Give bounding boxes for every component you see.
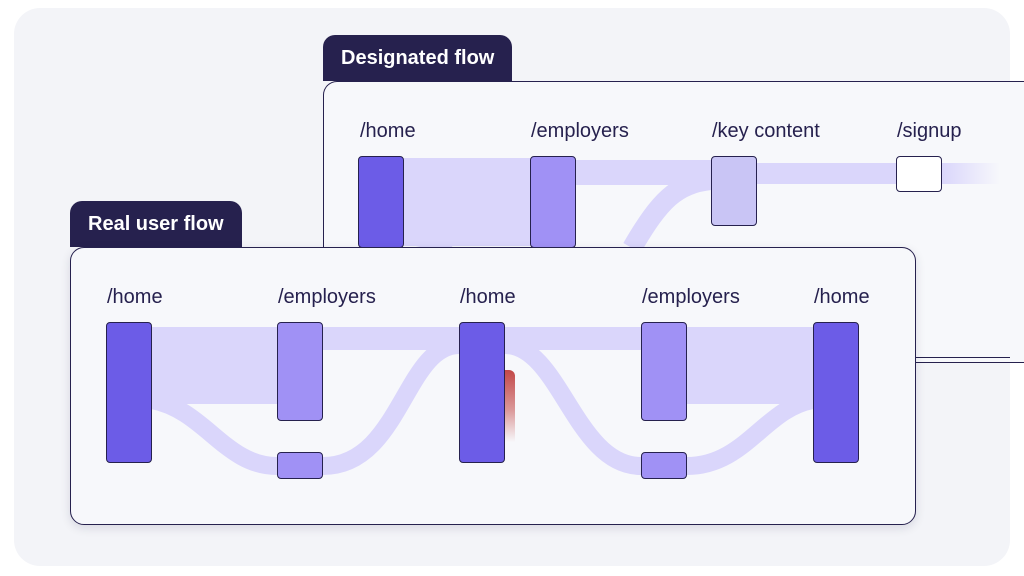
real-node-employers-small — [277, 452, 323, 479]
real-link-home-employers — [152, 327, 277, 404]
designated-link-home-employers — [404, 158, 530, 246]
real-step-label: /home — [460, 286, 516, 308]
designated-link-keycontent-signup — [757, 163, 896, 184]
designated-step-label: /signup — [897, 120, 962, 142]
designated-step-label: /home — [360, 120, 416, 142]
designated-link-employers-keycontent — [576, 160, 711, 185]
real-node-home — [106, 322, 152, 463]
real-step-label: /employers — [642, 286, 740, 308]
real-link-home2-employers — [505, 327, 641, 350]
designated-flow-tab: Designated flow — [323, 35, 513, 81]
real-link-home-employers-small — [149, 391, 278, 475]
real-link-home2-employers-small — [503, 336, 642, 475]
designated-node-signup — [896, 156, 942, 192]
designated-node-employers — [530, 156, 576, 248]
drop-off-indicator — [505, 370, 515, 442]
designated-step-label: /key content — [712, 120, 820, 142]
designated-panel-bottom-edge — [914, 357, 1010, 358]
designated-node-home — [358, 156, 404, 248]
real-link-employers-small-home — [322, 336, 461, 475]
real-link-employers-home — [323, 327, 459, 350]
real-node-employers — [277, 322, 323, 421]
real-node-home — [813, 322, 859, 463]
real-step-label: /home — [107, 286, 163, 308]
real-link-employers2-small-home — [686, 391, 816, 475]
real-link-employers2-home — [687, 327, 813, 404]
designated-link-return-curve — [623, 170, 713, 254]
real-user-flow-tab: Real user flow — [70, 201, 242, 247]
real-node-employers — [641, 322, 687, 421]
real-node-employers-small — [641, 452, 687, 479]
designated-link-signup-tail — [942, 163, 1000, 184]
designated-step-label: /employers — [531, 120, 629, 142]
designated-node-key-content — [711, 156, 757, 226]
real-step-label: /home — [814, 286, 870, 308]
real-node-home — [459, 322, 505, 463]
real-step-label: /employers — [278, 286, 376, 308]
